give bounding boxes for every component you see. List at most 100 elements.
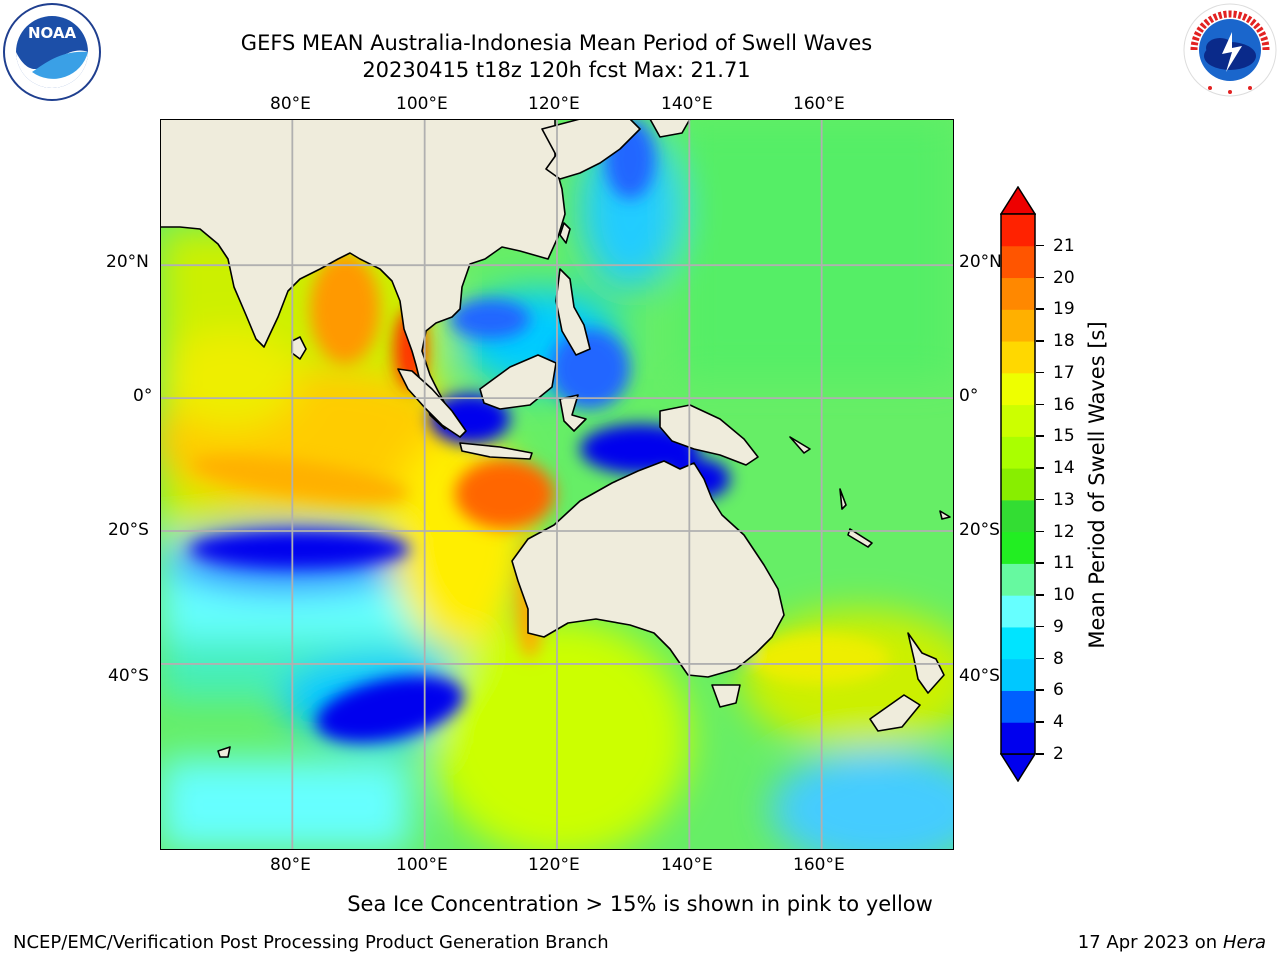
colorbar-tick-mark [1036,657,1044,660]
sea-ice-note: Sea Ice Concentration > 15% is shown in … [347,892,933,916]
graticule [160,119,954,850]
colorbar-tick-mark [1036,562,1044,564]
colorbar-under-triangle [1000,753,1036,782]
lon-tick-top-160: 160°E [793,94,845,114]
colorbar-tick-label: 14 [1053,458,1075,479]
colorbar-band-10 [1001,404,1035,437]
colorbar-tick-mark [1036,276,1044,279]
colorbar-tick-mark [1036,721,1044,723]
colorbar-band-4 [1001,595,1035,628]
colorbar-tick-mark [1036,467,1044,469]
borneo [479,354,557,410]
taiwan [559,222,571,244]
colorbar-tick-label: 13 [1053,489,1075,510]
colorbar-band-13 [1001,309,1035,342]
vanuatu [839,488,847,510]
colorbar-band-1 [1001,690,1035,723]
colorbar-tick-mark [1036,244,1044,247]
colorbar-tick-label: 11 [1053,553,1075,574]
colorbar-band-9 [1001,436,1035,469]
colorbar-tick-label: 17 [1053,362,1075,383]
colorbar-tick-label: 4 [1053,712,1064,733]
swell-period-map [160,119,954,850]
colorbar-band-3 [1001,626,1035,660]
lat-tick-left-20n: 20°N [106,252,149,272]
tasmania [711,684,741,708]
colorbar-band-0 [1001,722,1035,755]
colorbar-band-2 [1001,658,1035,691]
colorbar-tick-label: 19 [1053,299,1075,320]
colorbar-tick-mark [1036,340,1044,342]
colorbar-frame [1000,213,1036,755]
asia-landmass [160,119,566,430]
new-zealand-south [869,694,921,732]
colorbar [1000,186,1036,782]
colorbar-tick-mark [1036,371,1044,374]
land-masses [160,119,951,758]
colorbar-band-5 [1001,563,1035,596]
japan-north [649,119,691,138]
philippines [555,268,591,356]
lon-tick-bottom-160: 160°E [793,855,845,875]
colorbar-band-14 [1001,277,1035,310]
colorbar-band-16 [1001,214,1035,247]
title-line-2: 20230415 t18z 120h fcst Max: 21.71 [362,58,751,82]
colorbar-tick-label: 16 [1053,394,1075,415]
colorbar-band-11 [1001,372,1035,406]
footer-host: Hera [1222,932,1266,953]
colorbar-tick-label: 8 [1053,648,1064,669]
lon-tick-bottom-80: 80°E [270,855,311,875]
colorbar-band-7 [1001,499,1035,533]
colorbar-tick-label: 15 [1053,426,1075,447]
lat-tick-right-20s: 20°S [959,520,1000,540]
colorbar-tick-label: 21 [1053,235,1075,256]
lat-tick-right-40s: 40°S [959,666,1000,686]
solomon-islands [789,436,811,454]
colorbar-tick-mark [1036,689,1044,691]
lon-tick-top-80: 80°E [270,94,311,114]
fiji [939,510,951,520]
lat-tick-right-20n: 20°N [959,252,1002,272]
lat-tick-left-40s: 40°S [108,666,149,686]
colorbar-tick-mark [1036,435,1044,437]
lon-tick-top-120: 120°E [528,94,580,114]
footer-date: 17 Apr 2023 on Hera [1078,932,1266,954]
australia [511,460,785,678]
nws-logo [1183,3,1277,97]
colorbar-band-6 [1001,531,1035,564]
footer-branch: NCEP/EMC/Verification Post Processing Pr… [13,932,609,953]
new-guinea [659,404,759,466]
footer-date-text: 17 Apr 2023 on [1077,932,1223,953]
lon-tick-top-100: 100°E [396,94,448,114]
lat-tick-left-20s: 20°S [108,520,149,540]
kerguelen [217,746,231,758]
colorbar-tick-mark [1036,498,1044,501]
colorbar-tick-label: 12 [1053,521,1075,542]
colorbar-over-triangle [1000,186,1036,215]
lon-tick-top-140: 140°E [661,94,713,114]
colorbar-band-12 [1001,341,1035,374]
colorbar-band-8 [1001,468,1035,501]
colorbar-tick-mark [1036,403,1044,406]
svg-text:NOAA: NOAA [28,24,77,42]
colorbar-tick-label: 6 [1053,680,1064,701]
colorbar-tick-mark [1036,753,1044,755]
lat-tick-left-0: 0° [133,386,153,406]
colorbar-tick-label: 20 [1053,267,1075,288]
lon-tick-bottom-120: 120°E [528,855,580,875]
noaa-logo: NOAA [3,3,101,101]
java [459,442,533,460]
colorbar-tick-mark [1036,594,1044,596]
title-line-1: GEFS MEAN Australia-Indonesia Mean Perio… [240,31,873,55]
colorbar-tick-label: 9 [1053,616,1064,637]
new-caledonia [847,528,873,548]
lon-tick-bottom-100: 100°E [396,855,448,875]
new-zealand-north [907,632,945,694]
lon-tick-bottom-140: 140°E [661,855,713,875]
colorbar-tick-mark [1036,625,1044,628]
sulawesi [559,394,587,432]
colorbar-tick-mark [1036,308,1044,310]
colorbar-tick-mark [1036,530,1044,533]
japan [541,119,641,180]
lat-tick-right-0: 0° [959,386,979,406]
